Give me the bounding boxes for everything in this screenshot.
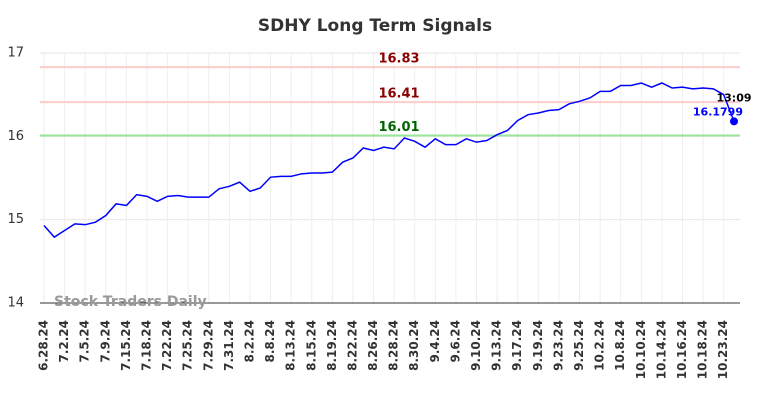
x-tick-label: 8.28.24: [387, 320, 401, 371]
x-tick-label: 10.14.24: [654, 320, 668, 379]
price-line: [43, 82, 735, 239]
x-tick-label: 10.23.24: [716, 320, 730, 379]
x-tick-label: 8.8.24: [263, 320, 277, 363]
y-tick-label: 15: [7, 212, 24, 227]
reference-label: 16.41: [378, 87, 419, 102]
x-tick-label: 9.6.24: [448, 320, 462, 363]
last-point: [730, 117, 738, 126]
x-tick-label: 7.31.24: [222, 320, 236, 371]
x-tick-label: 7.18.24: [139, 320, 153, 371]
x-tick-label: 7.5.24: [78, 320, 92, 363]
x-tick-label: 10.16.24: [675, 320, 689, 379]
reference-label: 16.01: [378, 120, 419, 135]
x-tick-label: 7.22.24: [160, 320, 174, 371]
x-tick-label: 8.22.24: [345, 320, 359, 371]
x-tick-label: 8.19.24: [325, 320, 339, 371]
x-tick-label: 8.13.24: [284, 320, 298, 371]
x-tick-label: 7.2.24: [57, 320, 71, 363]
x-tick-label: 10.2.24: [593, 320, 607, 371]
x-tick-label: 8.2.24: [242, 320, 256, 363]
chart-title: SDHY Long Term Signals: [258, 16, 492, 36]
x-tick-label: 7.15.24: [119, 320, 133, 371]
x-tick-label: 9.25.24: [572, 320, 586, 371]
x-tick-label: 10.18.24: [696, 320, 710, 379]
y-tick-label: 16: [7, 129, 24, 144]
x-tick-label: 9.23.24: [551, 320, 565, 371]
x-tick-label: 8.26.24: [366, 320, 380, 371]
x-tick-label: 10.10.24: [634, 320, 648, 379]
x-tick-label: 7.29.24: [201, 320, 215, 371]
x-tick-label: 9.4.24: [428, 320, 442, 363]
x-tick-label: 7.9.24: [98, 320, 112, 363]
x-tick-label: 7.25.24: [181, 320, 195, 371]
x-tick-label: 9.13.24: [490, 320, 504, 371]
x-tick-label: 9.17.24: [510, 320, 524, 371]
x-tick-label: 9.10.24: [469, 320, 483, 371]
y-tick-label: 14: [7, 296, 24, 311]
last-time: 13:09: [716, 91, 751, 104]
x-tick-label: 10.8.24: [613, 320, 627, 371]
x-tick-label: 6.28.24: [37, 320, 51, 371]
last-value: 16.1799: [693, 105, 743, 118]
reference-label: 16.83: [378, 52, 419, 67]
x-tick-label: 8.30.24: [407, 320, 421, 371]
x-tick-label: 8.15.24: [304, 320, 318, 371]
x-tick-label: 9.19.24: [531, 320, 545, 371]
y-tick-label: 17: [7, 46, 24, 61]
watermark: Stock Traders Daily: [54, 294, 207, 310]
